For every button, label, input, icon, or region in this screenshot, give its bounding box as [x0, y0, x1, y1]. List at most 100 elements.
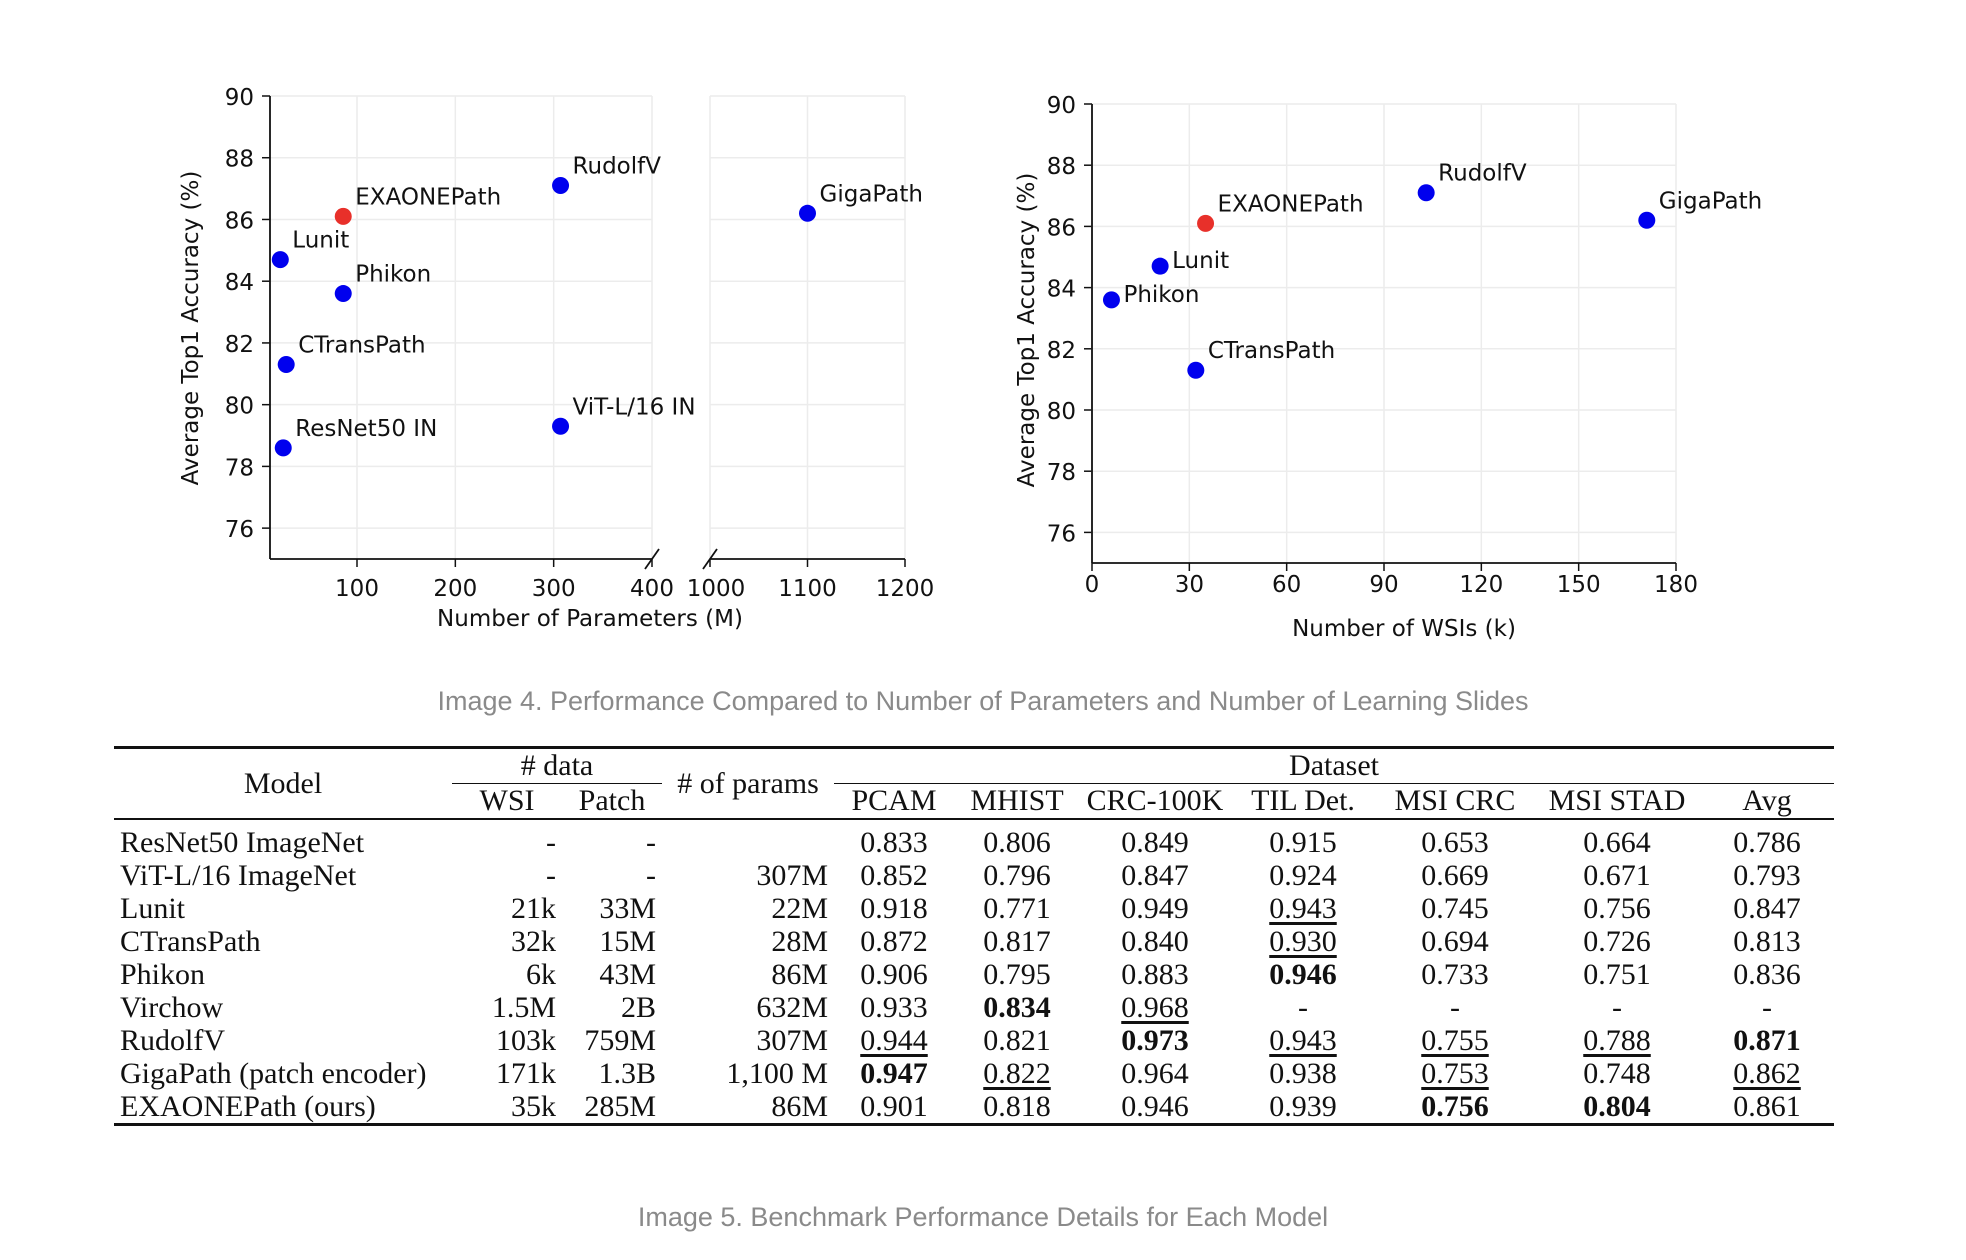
score-value: - [1762, 991, 1773, 1024]
cell-score: 0.924 [1230, 859, 1376, 892]
table-row: Virchow 1.5M 2B 632M 0.933 0.834 0.968 - - - - [114, 991, 1834, 1024]
score-value: 0.939 [1269, 1090, 1337, 1123]
x-tick-label: 90 [1369, 572, 1398, 598]
score-value: 0.664 [1583, 826, 1651, 859]
x-tick-label: 300 [532, 576, 576, 602]
cell-score: - [1534, 991, 1700, 1024]
y-tick-label: 78 [225, 455, 254, 481]
score-value: 0.924 [1269, 859, 1337, 892]
cell-patch: - [646, 859, 656, 892]
score-value: 0.964 [1121, 1057, 1189, 1090]
y-axis-label: Average Top1 Accuracy (%) [178, 171, 204, 486]
cell-patch: 285M [584, 1090, 656, 1123]
chart-parameters: 76 78 80 82 84 86 88 90 100 200 300 400 1000 1100 1200… [178, 85, 934, 632]
cell-score: 0.793 [1700, 859, 1834, 892]
cell-score: 0.821 [954, 1024, 1080, 1057]
cell-wsi: 21k [511, 892, 556, 925]
score-value: 0.943 [1269, 1024, 1337, 1057]
cell-patch: 759M [584, 1024, 656, 1057]
score-value: 0.818 [983, 1090, 1051, 1123]
cell-params: 307M [756, 1024, 828, 1057]
cell-score: - [1700, 991, 1834, 1024]
point-phikon [1102, 291, 1120, 309]
cell-score: 0.751 [1534, 958, 1700, 991]
x-tick-label: 180 [1654, 572, 1698, 598]
point-exaonepath [1197, 214, 1215, 232]
point-rudolfv [552, 177, 570, 195]
score-value: 0.756 [1421, 1090, 1489, 1123]
y-tick-label: 80 [1047, 399, 1076, 425]
cell-score: 0.930 [1230, 925, 1376, 958]
cell-patch: - [646, 826, 656, 859]
cell-score: 0.883 [1080, 958, 1230, 991]
y-tick-label: 90 [225, 85, 254, 111]
cell-score: 0.813 [1700, 925, 1834, 958]
y-tick-label: 88 [1047, 154, 1076, 180]
point-resnet50-in [274, 439, 292, 457]
cell-score: 0.694 [1376, 925, 1534, 958]
header-data-group: # data [452, 747, 662, 784]
y-tick-label: 82 [225, 332, 254, 358]
table-row: ViT-L/16 ImageNet - - 307M 0.852 0.796 0.847 0.… [114, 859, 1834, 892]
cell-score: 0.756 [1376, 1090, 1534, 1125]
x-axis-label: Number of WSIs (k) [1292, 616, 1516, 642]
x-tick-label: 100 [335, 576, 379, 602]
score-value: 0.795 [983, 958, 1051, 991]
point-lunit [271, 251, 289, 269]
header-mhist: MHIST [970, 784, 1064, 817]
score-value: 0.852 [860, 859, 928, 892]
point-ctranspath [1187, 361, 1205, 379]
cell-model: ResNet50 ImageNet [120, 826, 365, 859]
score-value: 0.918 [860, 892, 928, 925]
table-row: Lunit 21k 33M 22M 0.918 0.771 0.949 0.943 0.745 0… [114, 892, 1834, 925]
x-tick-label: 0 [1085, 572, 1100, 598]
cell-score: 0.968 [1080, 991, 1230, 1024]
y-tick-label: 82 [1047, 338, 1076, 364]
x-tick-label: 1000 [687, 576, 746, 602]
point-label-phikon: Phikon [1123, 282, 1199, 308]
cell-patch: 43M [599, 958, 656, 991]
cell-score: 0.862 [1700, 1057, 1834, 1090]
cell-score: 0.796 [954, 859, 1080, 892]
point-rudolfv [1417, 184, 1435, 202]
cell-score: 0.817 [954, 925, 1080, 958]
score-value: 0.834 [983, 991, 1051, 1024]
point-label-lunit: Lunit [1172, 248, 1229, 274]
score-value: 0.883 [1121, 958, 1189, 991]
score-value: 0.821 [983, 1024, 1051, 1057]
score-value: 0.949 [1121, 892, 1189, 925]
point-label-exaonepath: EXAONEPath [355, 184, 501, 210]
point-gigapath [1638, 211, 1656, 229]
cell-score: 0.944 [834, 1024, 954, 1057]
benchmark-table-wrap: Model # data # of params Dataset WSI Pat… [114, 746, 1835, 1126]
cell-model: Phikon [120, 958, 206, 991]
cell-score: 0.847 [1080, 859, 1230, 892]
cell-score: 0.836 [1700, 958, 1834, 991]
x-tick-label: 1100 [778, 576, 837, 602]
cell-score: 0.943 [1230, 892, 1376, 925]
cell-score: 0.806 [954, 819, 1080, 859]
y-tick-label: 80 [225, 394, 254, 420]
score-value: 0.726 [1583, 925, 1651, 958]
cell-score: 0.753 [1376, 1057, 1534, 1090]
cell-score: 0.918 [834, 892, 954, 925]
score-value: 0.671 [1583, 859, 1651, 892]
y-tick-label: 76 [225, 517, 254, 543]
score-value: 0.847 [1733, 892, 1801, 925]
cell-model: RudolfV [120, 1024, 225, 1057]
score-value: 0.788 [1583, 1024, 1651, 1057]
score-value: 0.751 [1583, 958, 1651, 991]
x-tick-label: 200 [433, 576, 477, 602]
header-avg: Avg [1742, 784, 1792, 817]
cell-score: 0.786 [1700, 819, 1834, 859]
point-label-ctranspath: CTransPath [298, 333, 425, 359]
x-tick-label: 30 [1175, 572, 1204, 598]
x-tick-label: 1200 [876, 576, 935, 602]
cell-score: 0.664 [1534, 819, 1700, 859]
axis-break-mark [702, 548, 718, 570]
cell-score: 0.973 [1080, 1024, 1230, 1057]
score-value: 0.836 [1733, 958, 1801, 991]
cell-score: 0.947 [834, 1057, 954, 1090]
score-value: 0.733 [1421, 958, 1489, 991]
